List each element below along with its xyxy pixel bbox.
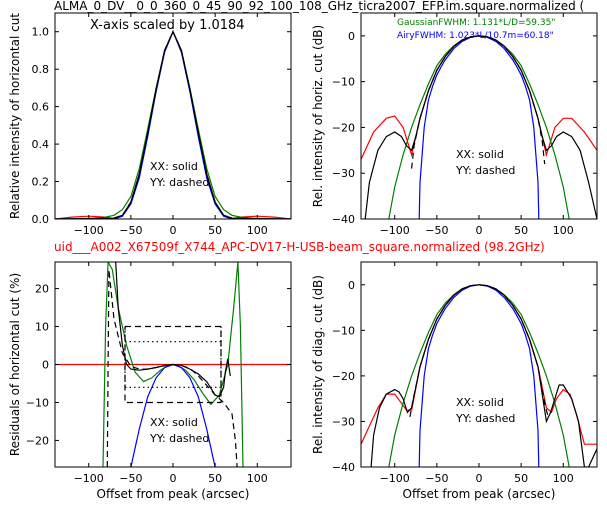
y-axis-label: Residuals of horizontal cut (%) bbox=[8, 273, 22, 456]
x-tick-label: 0 bbox=[170, 472, 177, 485]
series-group bbox=[55, 30, 291, 219]
x-tick-label: 100 bbox=[247, 472, 268, 485]
chart-top-left: −100 −50 0 50 100 0.0 0.2 0.4 0.6 0.8 1.0 Relative … bbox=[8, 12, 292, 237]
chart-bottom-right: −100 −50 0 50 100 0 −10 −20 −30 −40 Offset from pe… bbox=[311, 261, 598, 501]
legend-xx-solid: XX: solid bbox=[150, 416, 198, 429]
figure-title: ALMA_0_DV__0_0_360_0_45_90_92_100_108_GH… bbox=[54, 0, 584, 13]
x-tick-label: 0 bbox=[476, 224, 483, 237]
series-red-solid bbox=[55, 30, 291, 219]
x-axis-label: Offset from peak (arcsec) bbox=[97, 487, 250, 501]
x-tick-label: −100 bbox=[380, 472, 410, 485]
y-tick-label: 0.0 bbox=[32, 213, 50, 226]
y-tick-label: −20 bbox=[26, 434, 49, 447]
x-tick-label: 100 bbox=[553, 224, 574, 237]
y-tick-label: −30 bbox=[332, 167, 355, 180]
y-tick-label: 1.0 bbox=[32, 26, 50, 39]
axes-frame bbox=[360, 261, 598, 468]
series-group bbox=[361, 35, 597, 219]
y-tick-label: −40 bbox=[332, 461, 355, 474]
y-tick-label: 0.8 bbox=[32, 63, 50, 76]
y-tick-label: −20 bbox=[332, 121, 355, 134]
legend-xx-solid: XX: solid bbox=[456, 148, 504, 161]
series-black-solid bbox=[55, 30, 291, 219]
y-tick-label: 0 bbox=[42, 359, 49, 372]
chart-panels: −100 −50 0 50 1000.00.20.40.60.81.0Relative … bbox=[8, 12, 598, 501]
y-tick-label: −10 bbox=[26, 396, 49, 409]
y-tick-label: −20 bbox=[332, 370, 355, 383]
legend-yy-dashed: YY: dashed bbox=[149, 432, 209, 445]
y-tick-label: 0.2 bbox=[32, 176, 50, 189]
x-tick-label: 0 bbox=[476, 472, 483, 485]
x-tick-label: −100 bbox=[380, 224, 410, 237]
x-tick-label: −100 bbox=[74, 224, 104, 237]
y-tick-label: 0 bbox=[348, 30, 355, 43]
series-black-solid bbox=[364, 35, 597, 219]
x-tick-label: −100 bbox=[74, 472, 104, 485]
y-axis-label: Rel. intensity of diag. cut (dB) bbox=[311, 275, 325, 454]
y-tick-label: −10 bbox=[332, 324, 355, 337]
x-tick-label: 100 bbox=[553, 472, 574, 485]
y-tick-label: 10 bbox=[35, 321, 49, 334]
series-group bbox=[55, 262, 291, 467]
series-black-solid bbox=[370, 284, 597, 467]
airy-fwhm-label: AiryFWHM: 1.023*L/10.7m=60.18" bbox=[397, 31, 554, 41]
series-blue-solid bbox=[418, 35, 540, 219]
legend-xx-solid: XX: solid bbox=[150, 160, 198, 173]
y-tick-label: 0 bbox=[348, 279, 355, 292]
x-axis-label: Offset from peak (arcsec) bbox=[403, 487, 556, 501]
x-tick-label: −50 bbox=[425, 472, 448, 485]
legend-xx-solid: XX: solid bbox=[456, 396, 504, 409]
y-tick-label: 0.6 bbox=[32, 101, 50, 114]
legend-yy-dashed: YY: dashed bbox=[455, 412, 515, 425]
y-axis-label: Rel. intensity of horiz. cut (dB) bbox=[311, 25, 325, 207]
series-black-dashed bbox=[113, 30, 233, 219]
series-black-dashed bbox=[106, 269, 238, 467]
series-red-solid bbox=[361, 35, 597, 160]
x-tick-label: 50 bbox=[514, 224, 528, 237]
y-axis-label: Relative intensity of horizontal cut bbox=[8, 13, 22, 219]
x-tick-label: 50 bbox=[514, 472, 528, 485]
series-group bbox=[361, 284, 597, 467]
y-tick-label: 20 bbox=[35, 283, 49, 296]
scale-annotation: X-axis scaled by 1.0184 bbox=[90, 18, 245, 33]
y-tick-label: 0.4 bbox=[32, 138, 50, 151]
x-tick-label: −50 bbox=[119, 472, 142, 485]
y-tick-label: −40 bbox=[332, 213, 355, 226]
x-tick-label: 0 bbox=[170, 224, 177, 237]
y-tick-label: −30 bbox=[332, 415, 355, 428]
x-tick-label: 50 bbox=[208, 224, 222, 237]
x-tick-label: −50 bbox=[425, 224, 448, 237]
y-tick-label: −10 bbox=[332, 76, 355, 89]
series-blue-solid bbox=[418, 284, 540, 467]
series-green-solid bbox=[55, 30, 291, 219]
legend-yy-dashed: YY: dashed bbox=[455, 164, 515, 177]
x-tick-label: −50 bbox=[119, 224, 142, 237]
gaussian-fwhm-label: GaussianFWHM: 1.131*L/D=59.35" bbox=[397, 18, 555, 28]
x-tick-label: 50 bbox=[208, 472, 222, 485]
x-tick-label: 100 bbox=[247, 224, 268, 237]
series-blue-solid bbox=[55, 30, 291, 219]
series-black-solid bbox=[115, 262, 231, 398]
figure-subtitle: uid___A002_X67509f_X744_APC-DV17-H-USB-b… bbox=[54, 240, 545, 254]
chart-top-right: −100 −50 0 50 100 0 −10 −20 −30 −40 Rel. intensity… bbox=[311, 12, 598, 237]
axes-frame bbox=[360, 12, 598, 220]
legend-yy-dashed: YY: dashed bbox=[149, 176, 209, 189]
